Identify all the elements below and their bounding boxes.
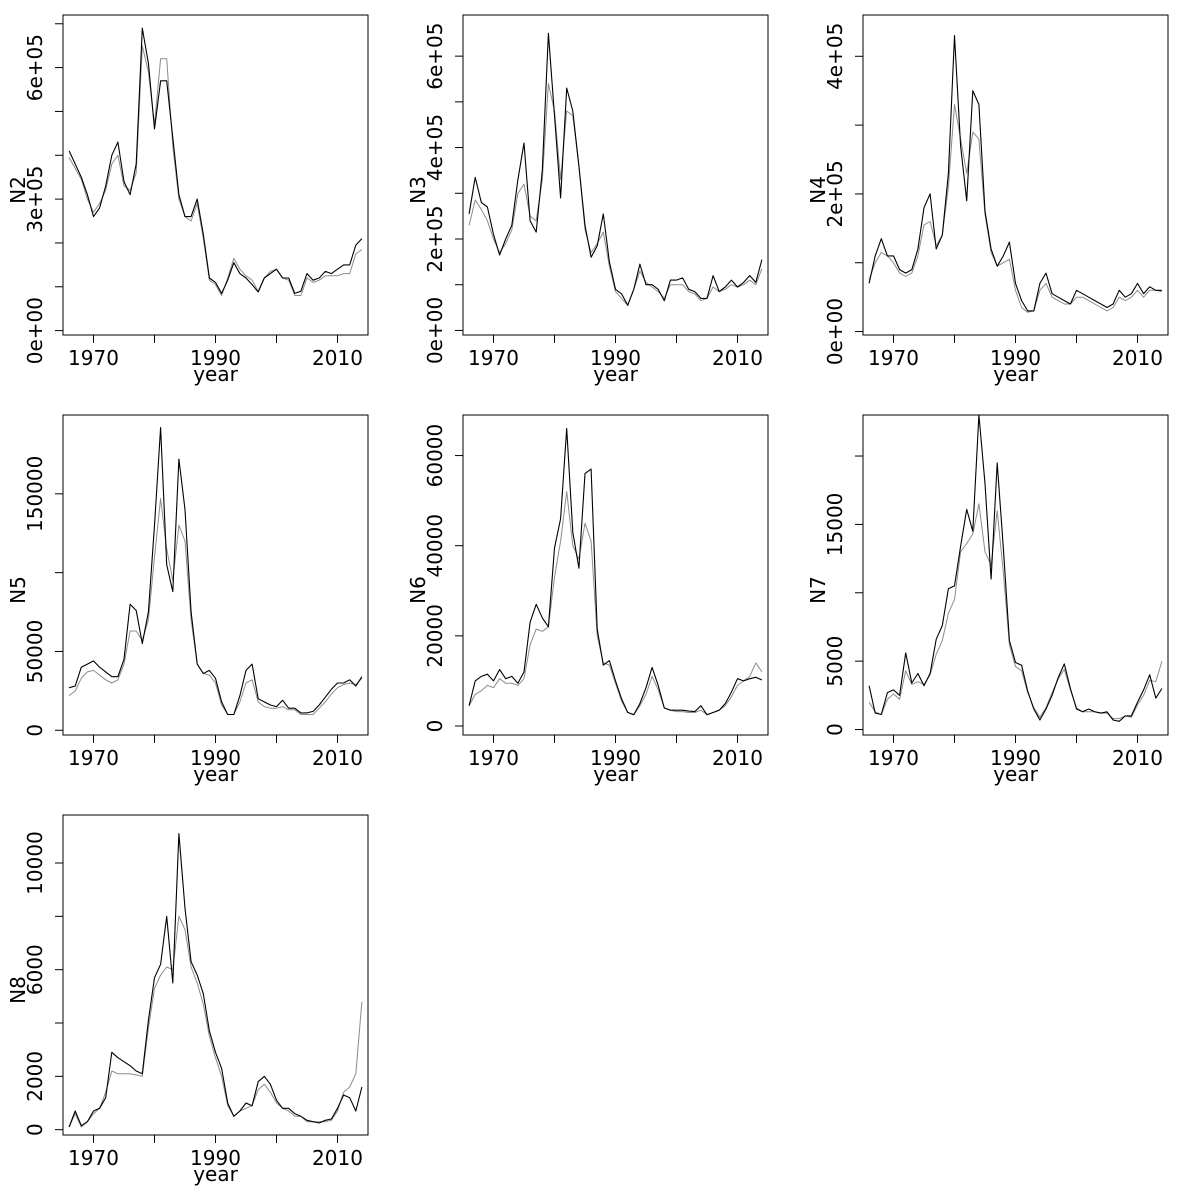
panel-n8: 1970 1990 2010 year 0 2000 6000 10000 N8 xyxy=(6,814,369,1186)
y-axis-label: N8 xyxy=(6,976,30,1004)
x-axis-label: year xyxy=(593,762,638,786)
x-axis: 1970 1990 2010 year xyxy=(68,1135,363,1186)
x-tick-label: 1990 xyxy=(190,346,241,370)
y-tick-label: 60000 xyxy=(423,424,447,488)
plot-frame xyxy=(62,814,369,1136)
y-tick-label: 0e+00 xyxy=(423,297,447,364)
y-tick-label: 0e+00 xyxy=(23,297,47,364)
y-tick-label: 2e+05 xyxy=(823,160,847,227)
x-axis-label: year xyxy=(993,362,1038,386)
y-tick-label: 3e+05 xyxy=(23,165,47,232)
series-line-1 xyxy=(468,32,763,306)
y-tick-label: 0 xyxy=(423,720,447,733)
x-tick-label: 1970 xyxy=(468,746,519,770)
y-axis-label: N7 xyxy=(806,576,830,604)
panel-n3: 1970 1990 2010 year 0e+00 2e+05 4e+05 6e+05 N3 xyxy=(406,14,769,386)
x-axis-label: year xyxy=(193,362,238,386)
y-tick-label: 150000 xyxy=(23,456,47,532)
series-line-2 xyxy=(868,104,1163,313)
y-tick-label: 0 xyxy=(23,1123,47,1136)
series-line-1 xyxy=(468,427,763,716)
x-axis: 1970 1990 2010 year xyxy=(68,335,363,386)
x-axis: 1970 1990 2010 year xyxy=(868,735,1163,786)
series-line-2 xyxy=(68,498,363,715)
series-line-1 xyxy=(868,414,1163,722)
y-tick-label: 4e+05 xyxy=(823,23,847,90)
x-tick-label: 2010 xyxy=(312,1146,363,1170)
y-tick-label: 40000 xyxy=(423,514,447,578)
plot-frame xyxy=(462,414,769,736)
y-axis: 0 50000 150000 N5 xyxy=(6,456,63,737)
x-axis: 1970 1990 2010 year xyxy=(868,335,1163,386)
x-tick-label: 1990 xyxy=(590,346,641,370)
y-tick-label: 2e+05 xyxy=(423,205,447,272)
x-axis-label: year xyxy=(193,762,238,786)
panel-n5: 1970 1990 2010 year 0 50000 150000 N5 xyxy=(6,414,369,786)
y-tick-label: 15000 xyxy=(823,493,847,557)
x-tick-label: 2010 xyxy=(1112,346,1163,370)
y-axis: 0 20000 40000 60000 N6 xyxy=(406,424,463,733)
series-line-1 xyxy=(68,833,363,1128)
y-axis: 0 2000 6000 10000 N8 xyxy=(6,831,63,1136)
x-tick-label: 1970 xyxy=(468,346,519,370)
y-axis: 0e+00 2e+05 4e+05 N4 xyxy=(806,23,863,365)
y-axis-label: N4 xyxy=(806,176,830,204)
y-axis-label: N5 xyxy=(6,576,30,604)
series-line-1 xyxy=(68,27,363,294)
series-line-1 xyxy=(868,35,1162,312)
series-line-2 xyxy=(68,915,363,1128)
panel-n4: 1970 1990 2010 year 0e+00 2e+05 4e+05 N4 xyxy=(806,14,1169,386)
y-axis-label: N3 xyxy=(406,176,430,204)
y-tick-label: 6e+05 xyxy=(423,23,447,90)
y-tick-label: 20000 xyxy=(423,604,447,668)
y-tick-label: 0 xyxy=(823,723,847,736)
series-line-1 xyxy=(68,427,363,716)
series-line-2 xyxy=(68,45,363,296)
x-tick-label: 2010 xyxy=(1112,746,1163,770)
y-tick-label: 0 xyxy=(23,724,47,737)
y-axis: 0e+00 3e+05 6e+05 N2 xyxy=(6,23,63,364)
series-line-2 xyxy=(468,83,763,306)
y-tick-label: 6e+05 xyxy=(23,34,47,101)
x-axis-label: year xyxy=(993,762,1038,786)
plot-frame xyxy=(62,414,369,736)
y-tick-label: 6000 xyxy=(23,944,47,995)
x-tick-label: 1970 xyxy=(68,346,119,370)
y-tick-label: 50000 xyxy=(23,620,47,684)
panel-n7: 1970 1990 2010 year 0 5000 15000 N7 xyxy=(806,414,1169,786)
y-tick-label: 4e+05 xyxy=(423,114,447,181)
x-tick-label: 2010 xyxy=(712,746,763,770)
x-axis: 1970 1990 2010 year xyxy=(468,335,763,386)
x-tick-label: 2010 xyxy=(312,346,363,370)
x-tick-label: 2010 xyxy=(712,346,763,370)
y-axis-label: N6 xyxy=(406,576,430,604)
x-tick-label: 1970 xyxy=(68,746,119,770)
y-tick-label: 10000 xyxy=(23,831,47,895)
y-tick-label: 0e+00 xyxy=(823,298,847,365)
x-tick-label: 1970 xyxy=(868,346,919,370)
x-axis: 1970 1990 2010 year xyxy=(68,735,363,786)
panel-n2: 1970 1990 2010 year 0e+00 3e+05 6e+05 N2 xyxy=(6,14,369,386)
x-tick-label: 1990 xyxy=(990,346,1041,370)
x-tick-label: 1990 xyxy=(190,1146,241,1170)
panel-n6: 1970 1990 2010 year 0 20000 40000 60000 N6 xyxy=(406,414,769,786)
x-tick-label: 2010 xyxy=(312,746,363,770)
series-line-2 xyxy=(868,503,1163,720)
x-axis-label: year xyxy=(193,1162,238,1186)
x-tick-label: 1970 xyxy=(68,1146,119,1170)
y-tick-label: 5000 xyxy=(823,636,847,687)
y-axis: 0e+00 2e+05 4e+05 6e+05 N3 xyxy=(406,23,463,364)
plot-frame xyxy=(862,414,1169,736)
x-axis: 1970 1990 2010 year xyxy=(468,735,763,786)
x-tick-label: 1970 xyxy=(868,746,919,770)
x-axis-label: year xyxy=(593,362,638,386)
plot-frame xyxy=(862,14,1169,336)
y-axis: 0 5000 15000 N7 xyxy=(806,455,863,736)
x-tick-label: 1990 xyxy=(590,746,641,770)
x-tick-label: 1990 xyxy=(990,746,1041,770)
y-axis-label: N2 xyxy=(6,176,30,204)
y-tick-label: 2000 xyxy=(23,1051,47,1102)
x-tick-label: 1990 xyxy=(190,746,241,770)
